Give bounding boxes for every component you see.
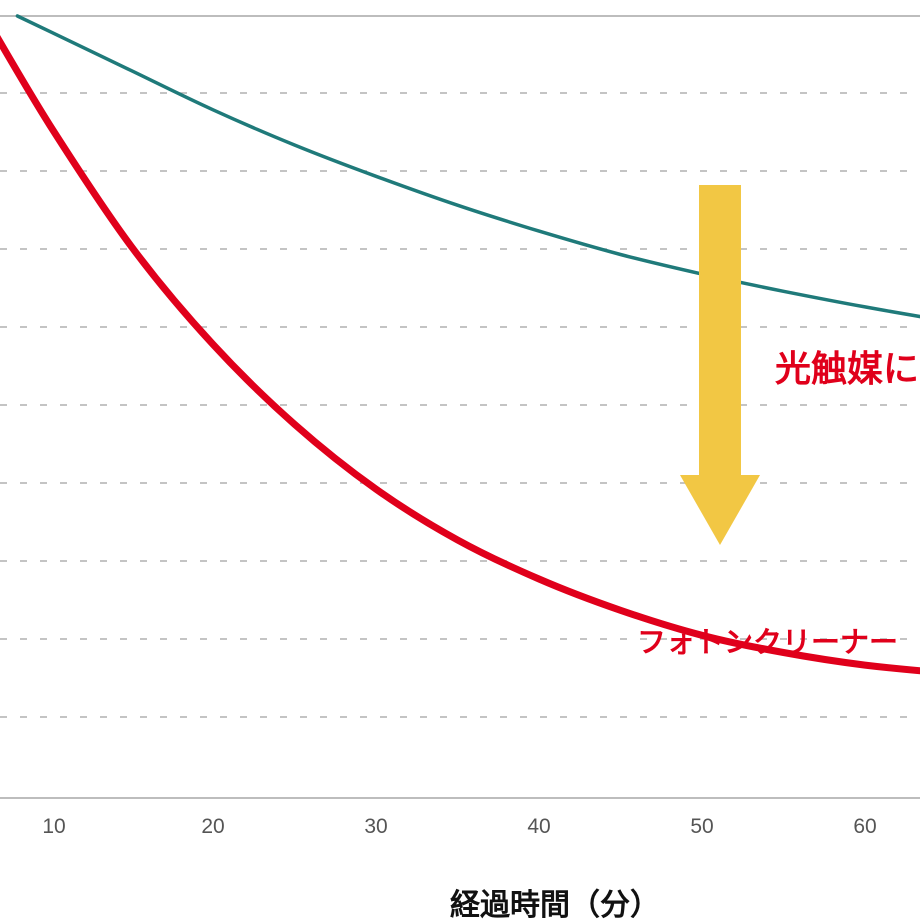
x-tick-labels: 10 20 30 40 50 60 [42, 815, 876, 838]
x-tick-label: 30 [364, 815, 387, 838]
series-line-baseline [15, 14, 920, 319]
grid-lines [0, 15, 920, 718]
series-line-photon-cleaner [0, 35, 920, 675]
x-tick-label: 20 [201, 815, 224, 838]
reduction-annotation: 光触媒に [775, 349, 919, 390]
x-axis-label: 経過時間（分） [450, 888, 660, 920]
x-tick-label: 40 [527, 815, 550, 838]
reduction-arrow-icon [680, 185, 760, 545]
x-tick-label: 60 [853, 815, 876, 838]
series-label-photon-cleaner: フォトンクリーナー [637, 625, 898, 659]
x-tick-label: 10 [42, 815, 65, 838]
x-tick-label: 50 [690, 815, 713, 838]
series-group [0, 14, 920, 675]
